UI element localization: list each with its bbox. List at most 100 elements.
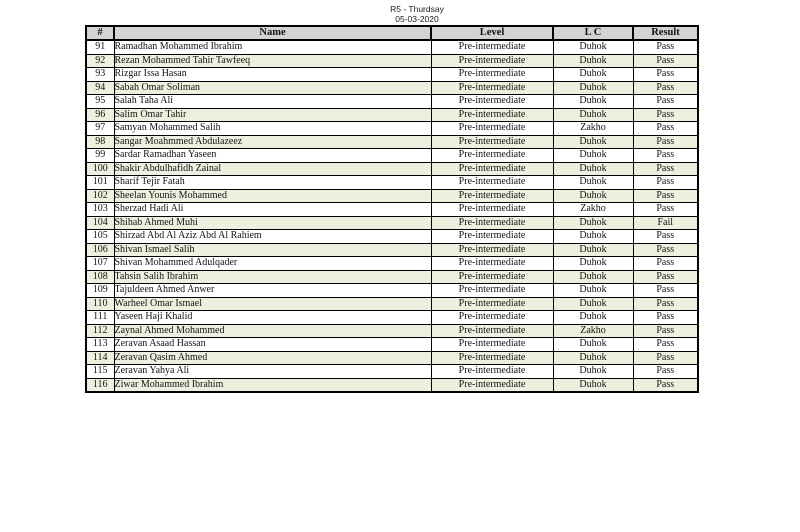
cell-lc: Duhok xyxy=(552,161,634,176)
cell-name: Tajuldeen Ahmed Anwer xyxy=(113,283,432,298)
cell-lc: Duhok xyxy=(552,134,634,149)
cell-level: Pre-intermediate xyxy=(430,202,554,217)
table-row: 103 Sherzad Hadi Ali Pre-intermediate Zakho… xyxy=(85,202,699,217)
table-row: 115 Zeravan Yahya Ali Pre-intermediate Duho… xyxy=(85,364,699,379)
cell-lc: Duhok xyxy=(552,269,634,284)
cell-result: Pass xyxy=(632,350,699,365)
cell-num: 113 xyxy=(85,337,115,352)
table-row: 108 Tahsin Salih Ibrahim Pre-intermediate D… xyxy=(85,269,699,284)
cell-result: Pass xyxy=(632,337,699,352)
document-title-line1: R5 - Thurdsay xyxy=(390,4,444,14)
cell-result: Pass xyxy=(632,377,699,393)
cell-lc: Duhok xyxy=(552,229,634,244)
cell-num: 105 xyxy=(85,229,115,244)
results-table: # Name Level L C Result 91 Ramadhan Moham… xyxy=(85,25,699,393)
column-header-level: Level xyxy=(430,25,554,41)
cell-num: 93 xyxy=(85,67,115,82)
cell-level: Pre-intermediate xyxy=(430,269,554,284)
cell-level: Pre-intermediate xyxy=(430,94,554,109)
table-row: 100 Shakir Abdulhafidh Zainal Pre-intermed… xyxy=(85,161,699,176)
cell-num: 97 xyxy=(85,121,115,136)
table-row: 94 Sabah Omar Soliman Pre-intermediate Duho… xyxy=(85,80,699,95)
cell-level: Pre-intermediate xyxy=(430,134,554,149)
cell-result: Pass xyxy=(632,364,699,379)
cell-lc: Duhok xyxy=(552,107,634,122)
cell-lc: Duhok xyxy=(552,80,634,95)
cell-num: 107 xyxy=(85,256,115,271)
cell-lc: Duhok xyxy=(552,148,634,163)
cell-lc: Duhok xyxy=(552,337,634,352)
cell-level: Pre-intermediate xyxy=(430,39,554,55)
cell-lc: Duhok xyxy=(552,283,634,298)
cell-level: Pre-intermediate xyxy=(430,188,554,203)
cell-level: Pre-intermediate xyxy=(430,283,554,298)
cell-num: 96 xyxy=(85,107,115,122)
table-header-row: # Name Level L C Result xyxy=(85,25,699,41)
cell-level: Pre-intermediate xyxy=(430,337,554,352)
cell-name: Zeravan Qasim Ahmed xyxy=(113,350,432,365)
cell-result: Pass xyxy=(632,121,699,136)
table-row: 93 Rizgar Issa Hasan Pre-intermediate Duhok… xyxy=(85,67,699,82)
cell-level: Pre-intermediate xyxy=(430,310,554,325)
table-row: 116 Ziwar Mohammed Ibrahim Pre-intermediat… xyxy=(85,377,699,393)
cell-result: Pass xyxy=(632,161,699,176)
table-row: 97 Samyan Mohammed Salih Pre-intermediate Z… xyxy=(85,121,699,136)
cell-name: Rizgar Issa Hasan xyxy=(113,67,432,82)
cell-name: Tahsin Salih Ibrahim xyxy=(113,269,432,284)
cell-lc: Zakho xyxy=(552,202,634,217)
cell-result: Pass xyxy=(632,296,699,311)
cell-level: Pre-intermediate xyxy=(430,107,554,122)
cell-level: Pre-intermediate xyxy=(430,229,554,244)
cell-num: 109 xyxy=(85,283,115,298)
cell-name: Sherzad Hadi Ali xyxy=(113,202,432,217)
table-row: 101 Sharif Tejir Fatah Pre-intermediate Duh… xyxy=(85,175,699,190)
cell-result: Pass xyxy=(632,53,699,68)
cell-name: Salim Omar Tahir xyxy=(113,107,432,122)
cell-num: 94 xyxy=(85,80,115,95)
cell-lc: Zakho xyxy=(552,323,634,338)
table-row: 96 Salim Omar Tahir Pre-intermediate Duhok P… xyxy=(85,107,699,122)
table-row: 106 Shivan Ismael Salih Pre-intermediate Du… xyxy=(85,242,699,257)
cell-num: 99 xyxy=(85,148,115,163)
cell-name: Shivan Mohammed Adulqader xyxy=(113,256,432,271)
cell-name: Shakir Abdulhafidh Zainal xyxy=(113,161,432,176)
cell-name: Salah Taha Ali xyxy=(113,94,432,109)
cell-name: Sheelan Younis Mohammed xyxy=(113,188,432,203)
column-header-number: # xyxy=(85,25,115,41)
cell-lc: Duhok xyxy=(552,296,634,311)
cell-level: Pre-intermediate xyxy=(430,175,554,190)
cell-lc: Duhok xyxy=(552,215,634,230)
cell-num: 104 xyxy=(85,215,115,230)
cell-level: Pre-intermediate xyxy=(430,67,554,82)
cell-name: Sabah Omar Soliman xyxy=(113,80,432,95)
cell-result: Pass xyxy=(632,67,699,82)
cell-name: Sangar Moahmmed Abdulazeez xyxy=(113,134,432,149)
cell-num: 115 xyxy=(85,364,115,379)
table-row: 107 Shivan Mohammed Adulqader Pre-intermed… xyxy=(85,256,699,271)
cell-level: Pre-intermediate xyxy=(430,148,554,163)
cell-result: Pass xyxy=(632,175,699,190)
cell-level: Pre-intermediate xyxy=(430,296,554,311)
cell-result: Pass xyxy=(632,148,699,163)
cell-level: Pre-intermediate xyxy=(430,161,554,176)
table-row: 111 Yaseen Haji Khalid Pre-intermediate Duh… xyxy=(85,310,699,325)
cell-name: Sharif Tejir Fatah xyxy=(113,175,432,190)
cell-name: Zaynal Ahmed Mohammed xyxy=(113,323,432,338)
cell-level: Pre-intermediate xyxy=(430,215,554,230)
cell-level: Pre-intermediate xyxy=(430,377,554,393)
cell-num: 106 xyxy=(85,242,115,257)
table-row: 104 Shihab Ahmed Muhi Pre-intermediate Duho… xyxy=(85,215,699,230)
cell-level: Pre-intermediate xyxy=(430,53,554,68)
cell-lc: Duhok xyxy=(552,256,634,271)
cell-level: Pre-intermediate xyxy=(430,350,554,365)
cell-num: 92 xyxy=(85,53,115,68)
cell-result: Pass xyxy=(632,80,699,95)
cell-name: Ziwar Mohammed Ibrahim xyxy=(113,377,432,393)
cell-result: Pass xyxy=(632,134,699,149)
cell-name: Samyan Mohammed Salih xyxy=(113,121,432,136)
cell-lc: Duhok xyxy=(552,242,634,257)
cell-lc: Duhok xyxy=(552,175,634,190)
cell-num: 95 xyxy=(85,94,115,109)
table-row: 114 Zeravan Qasim Ahmed Pre-intermediate Du… xyxy=(85,350,699,365)
cell-level: Pre-intermediate xyxy=(430,80,554,95)
